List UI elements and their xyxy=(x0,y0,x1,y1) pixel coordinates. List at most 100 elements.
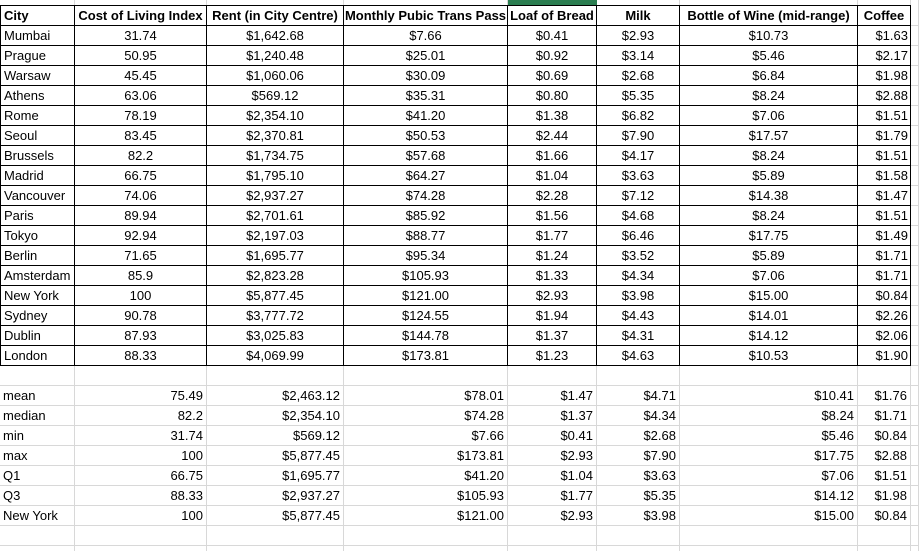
cell[interactable] xyxy=(344,366,508,386)
summary-value-cell[interactable]: $74.28 xyxy=(344,406,508,426)
summary-value-cell[interactable]: $7.90 xyxy=(597,446,680,466)
cell[interactable] xyxy=(0,366,75,386)
summary-value-cell[interactable]: $5.35 xyxy=(597,486,680,506)
cell[interactable] xyxy=(911,406,919,426)
summary-value-cell[interactable]: $2,463.12 xyxy=(207,386,344,406)
cell[interactable] xyxy=(911,166,919,186)
summary-value-cell[interactable]: $10.41 xyxy=(680,386,858,406)
summary-value-cell[interactable]: $2.93 xyxy=(508,446,597,466)
summary-label-cell[interactable]: New York xyxy=(0,506,75,526)
summary-value-cell[interactable]: $2,354.10 xyxy=(207,406,344,426)
cell[interactable] xyxy=(911,266,919,286)
cell[interactable] xyxy=(911,86,919,106)
summary-value-cell[interactable]: $5,877.45 xyxy=(207,446,344,466)
summary-label-cell[interactable]: min xyxy=(0,426,75,446)
summary-value-cell[interactable]: $1.77 xyxy=(508,486,597,506)
cell[interactable] xyxy=(911,366,919,386)
summary-value-cell[interactable]: $1,695.77 xyxy=(207,466,344,486)
summary-value-cell[interactable]: $41.20 xyxy=(344,466,508,486)
summary-value-cell[interactable]: 100 xyxy=(75,506,207,526)
summary-value-cell[interactable]: $17.75 xyxy=(680,446,858,466)
summary-value-cell[interactable]: $14.12 xyxy=(680,486,858,506)
summary-value-cell[interactable]: $3.63 xyxy=(597,466,680,486)
summary-label-cell[interactable]: max xyxy=(0,446,75,466)
summary-value-cell[interactable]: $1.37 xyxy=(508,406,597,426)
header-cell[interactable]: Bottle of Wine (mid-range) xyxy=(680,5,858,26)
cell[interactable] xyxy=(911,506,919,526)
cell[interactable] xyxy=(911,446,919,466)
cell[interactable] xyxy=(508,366,597,386)
summary-value-cell[interactable]: $1.51 xyxy=(858,466,911,486)
cell[interactable] xyxy=(911,5,919,26)
cell[interactable] xyxy=(911,326,919,346)
cell[interactable] xyxy=(911,346,919,366)
cell[interactable] xyxy=(911,286,919,306)
cell[interactable] xyxy=(0,526,75,546)
header-cell[interactable]: Milk xyxy=(597,5,680,26)
summary-value-cell[interactable]: 66.75 xyxy=(75,466,207,486)
cell[interactable] xyxy=(75,366,207,386)
summary-value-cell[interactable]: $121.00 xyxy=(344,506,508,526)
summary-value-cell[interactable]: $0.41 xyxy=(508,426,597,446)
summary-value-cell[interactable]: $1.76 xyxy=(858,386,911,406)
cell[interactable] xyxy=(680,366,858,386)
cell[interactable] xyxy=(911,146,919,166)
summary-value-cell[interactable]: $1.71 xyxy=(858,406,911,426)
header-cell[interactable]: Monthly Pubic Trans Pass xyxy=(344,5,508,26)
summary-value-cell[interactable]: $78.01 xyxy=(344,386,508,406)
cell[interactable] xyxy=(911,246,919,266)
cell[interactable] xyxy=(680,526,858,546)
cell[interactable] xyxy=(75,526,207,546)
cell[interactable] xyxy=(911,126,919,146)
summary-label-cell[interactable]: Q1 xyxy=(0,466,75,486)
summary-value-cell[interactable]: 88.33 xyxy=(75,486,207,506)
summary-value-cell[interactable]: $8.24 xyxy=(680,406,858,426)
summary-value-cell[interactable]: $2,937.27 xyxy=(207,486,344,506)
summary-value-cell[interactable]: $4.34 xyxy=(597,406,680,426)
cell[interactable] xyxy=(911,386,919,406)
cell[interactable] xyxy=(911,486,919,506)
cell[interactable] xyxy=(207,526,344,546)
cell[interactable] xyxy=(911,46,919,66)
summary-value-cell[interactable]: $2.88 xyxy=(858,446,911,466)
summary-value-cell[interactable]: $105.93 xyxy=(344,486,508,506)
summary-label-cell[interactable]: median xyxy=(0,406,75,426)
cell[interactable] xyxy=(344,526,508,546)
summary-label-cell[interactable]: mean xyxy=(0,386,75,406)
summary-value-cell[interactable]: $5,877.45 xyxy=(207,506,344,526)
summary-value-cell[interactable]: $7.66 xyxy=(344,426,508,446)
cell[interactable] xyxy=(911,526,919,546)
summary-label-cell[interactable]: Q3 xyxy=(0,486,75,506)
summary-value-cell[interactable]: $173.81 xyxy=(344,446,508,466)
cell[interactable] xyxy=(858,366,911,386)
cell[interactable] xyxy=(911,306,919,326)
cell[interactable] xyxy=(597,366,680,386)
cell[interactable] xyxy=(597,526,680,546)
summary-value-cell[interactable]: $2.68 xyxy=(597,426,680,446)
cell[interactable] xyxy=(508,526,597,546)
header-cell[interactable]: Loaf of Bread xyxy=(508,5,597,26)
summary-value-cell[interactable]: $4.71 xyxy=(597,386,680,406)
cell[interactable] xyxy=(911,226,919,246)
summary-value-cell[interactable]: 82.2 xyxy=(75,406,207,426)
summary-value-cell[interactable]: $1.04 xyxy=(508,466,597,486)
summary-value-cell[interactable]: $569.12 xyxy=(207,426,344,446)
cell[interactable] xyxy=(911,186,919,206)
cell[interactable] xyxy=(911,66,919,86)
header-cell[interactable]: Rent (in City Centre) xyxy=(207,5,344,26)
cell[interactable] xyxy=(911,466,919,486)
summary-value-cell[interactable]: $15.00 xyxy=(680,506,858,526)
summary-value-cell[interactable]: 31.74 xyxy=(75,426,207,446)
cell[interactable] xyxy=(911,426,919,446)
header-cell[interactable]: City xyxy=(0,5,75,26)
summary-value-cell[interactable]: $3.98 xyxy=(597,506,680,526)
summary-value-cell[interactable]: $1.47 xyxy=(508,386,597,406)
summary-value-cell[interactable]: $7.06 xyxy=(680,466,858,486)
summary-value-cell[interactable]: $2.93 xyxy=(508,506,597,526)
cell[interactable] xyxy=(207,366,344,386)
header-cell[interactable]: Cost of Living Index xyxy=(75,5,207,26)
summary-value-cell[interactable]: $5.46 xyxy=(680,426,858,446)
header-cell[interactable]: Coffee xyxy=(858,5,911,26)
summary-value-cell[interactable]: 75.49 xyxy=(75,386,207,406)
summary-value-cell[interactable]: $0.84 xyxy=(858,506,911,526)
